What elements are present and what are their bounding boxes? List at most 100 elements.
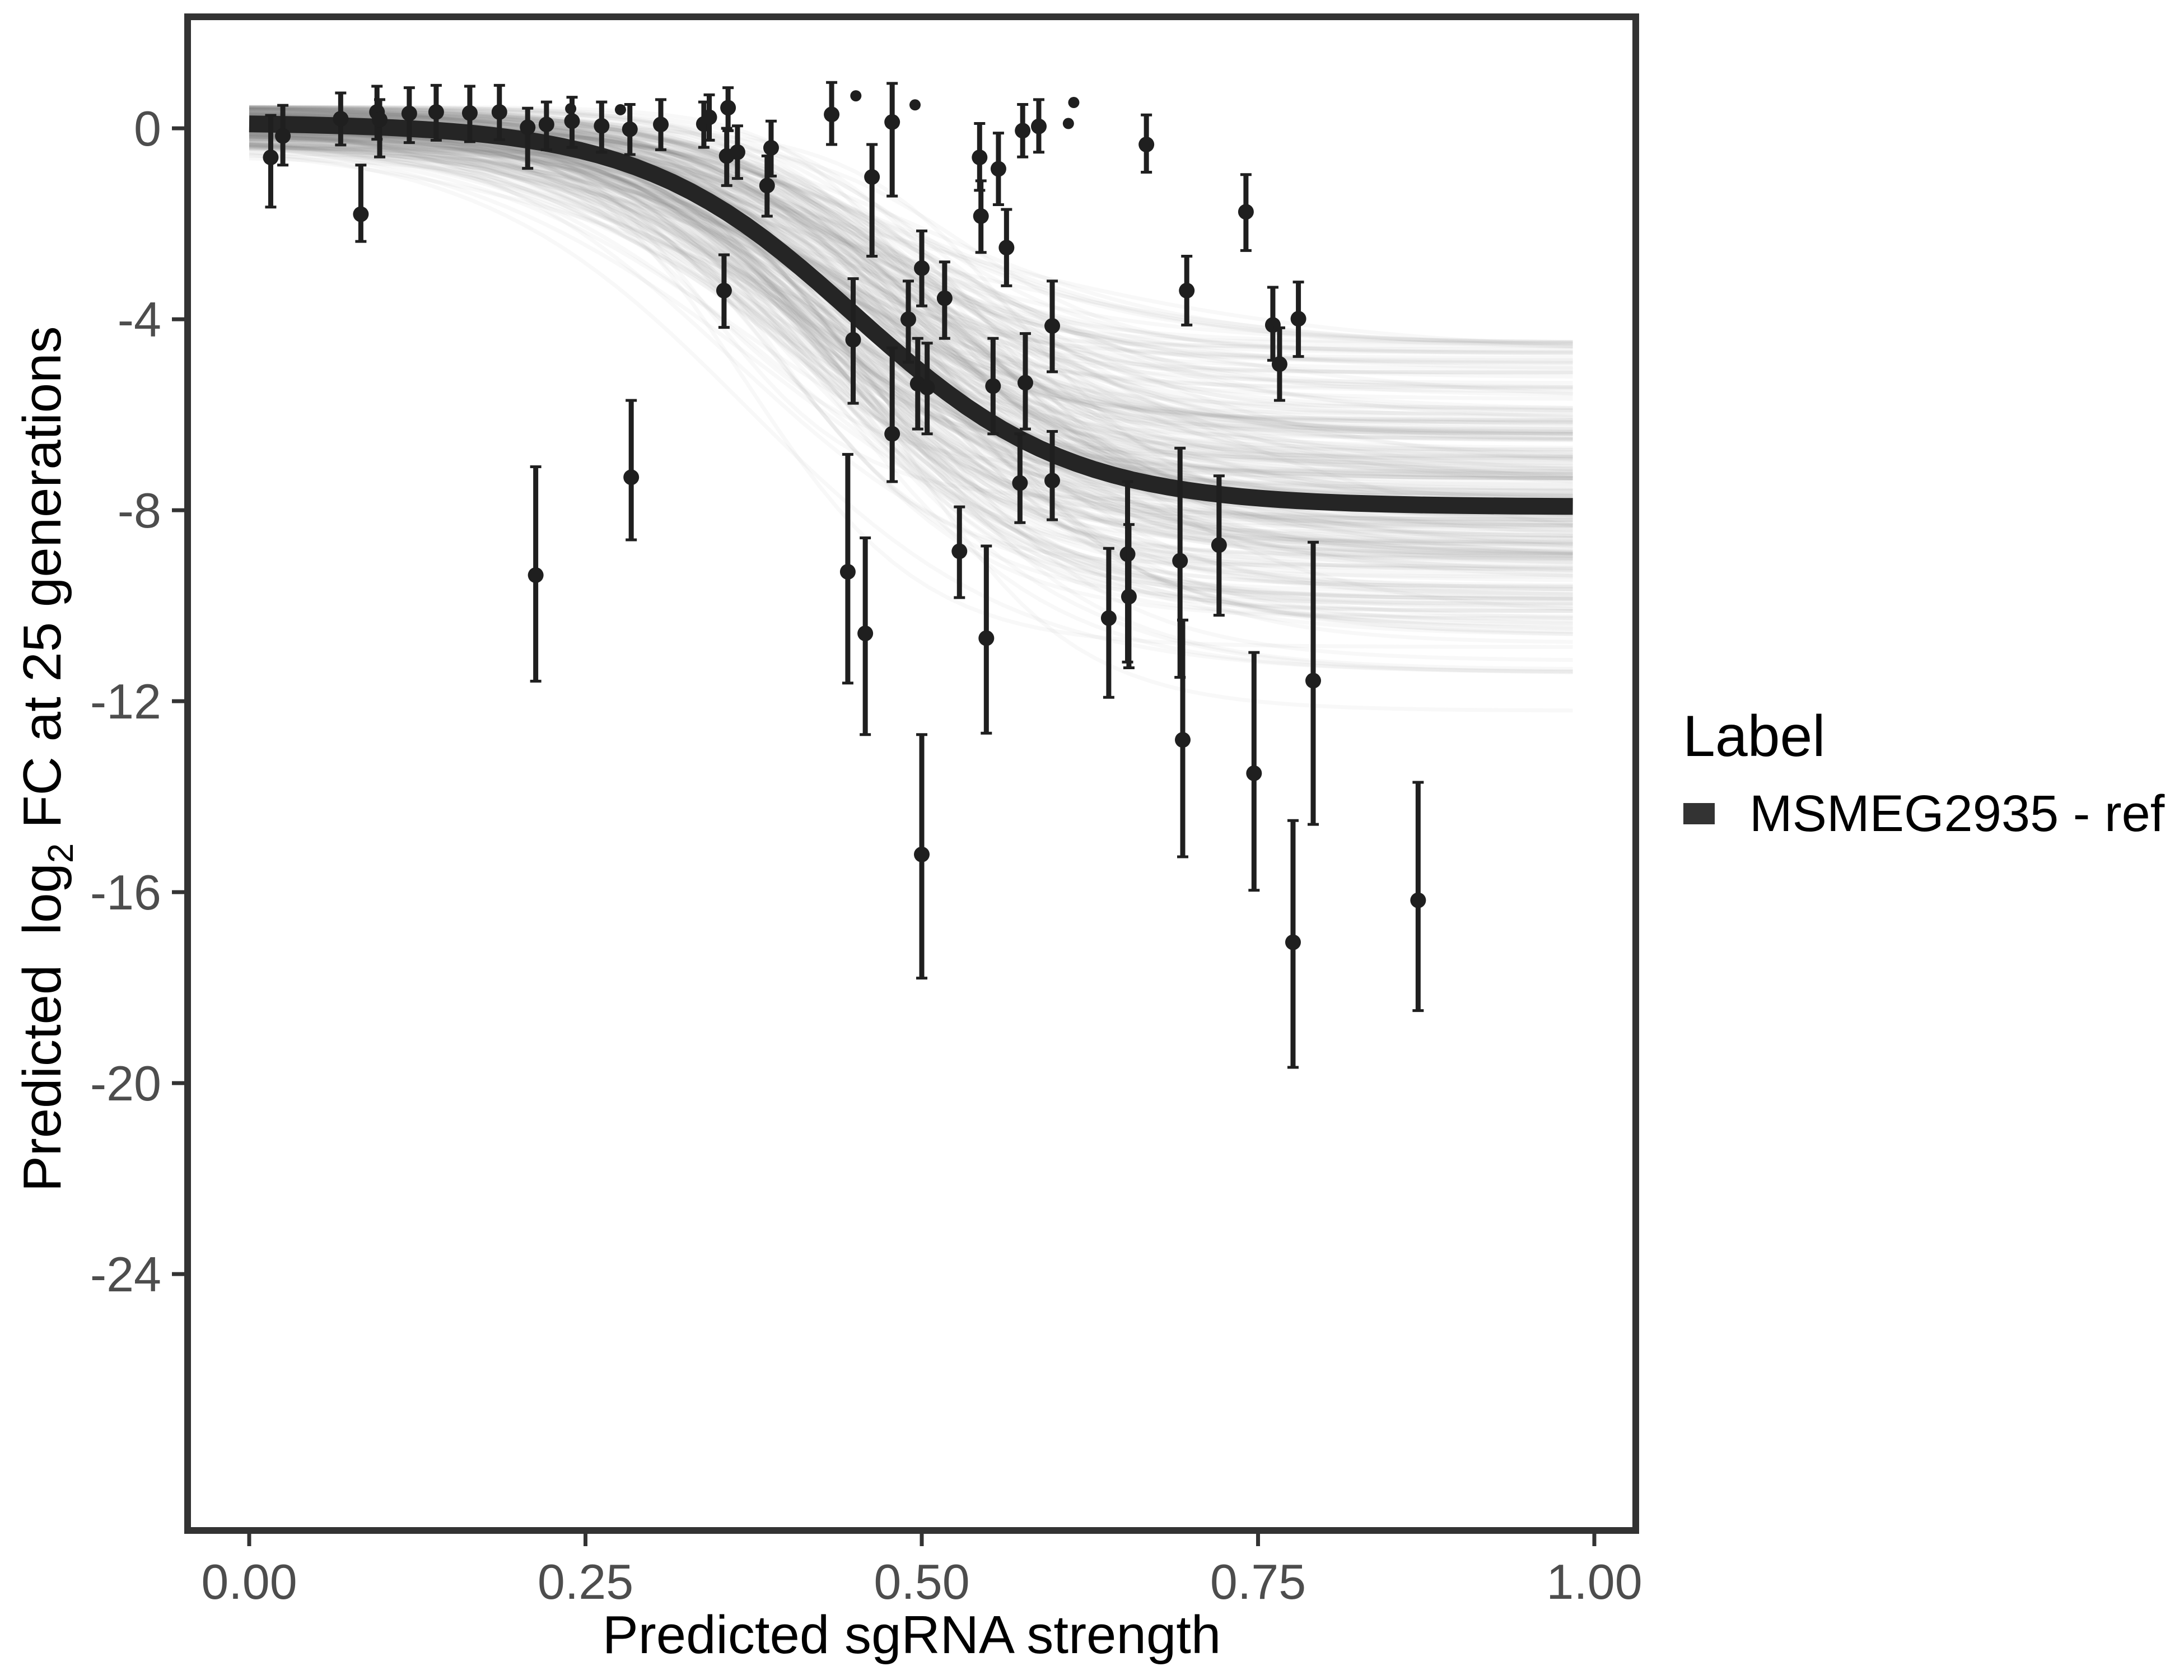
posterior-draws-layer xyxy=(249,105,1574,713)
data-point xyxy=(1012,432,1028,524)
point-dot xyxy=(538,116,554,133)
data-point xyxy=(839,452,856,685)
data-point xyxy=(1044,430,1061,521)
point-dot xyxy=(998,240,1015,256)
point-dot xyxy=(275,128,291,144)
point-dot xyxy=(729,144,745,160)
data-point xyxy=(528,465,544,683)
data-point xyxy=(1264,286,1281,362)
data-point xyxy=(763,119,779,178)
posterior-draw xyxy=(249,119,1573,492)
y-axis: 0 -4 -8 -12 -16 -20 -24 xyxy=(90,101,188,1302)
point-dot xyxy=(401,105,417,122)
point-dot xyxy=(839,564,856,580)
data-point xyxy=(824,81,840,146)
legend-item-label: MSMEG2935 - ref xyxy=(1749,785,2165,842)
posterior-draw xyxy=(249,129,1573,474)
posterior-draw xyxy=(249,138,1573,431)
point-dot xyxy=(701,109,717,125)
posterior-draw xyxy=(249,146,1573,352)
legend: Label MSMEG2935 - ref xyxy=(1683,704,2165,842)
posterior-draw xyxy=(249,135,1573,521)
posterior-draw xyxy=(249,130,1573,571)
point-dot-small xyxy=(565,103,577,115)
data-point xyxy=(622,102,638,156)
posterior-draw xyxy=(249,142,1573,522)
y-tick-label: -16 xyxy=(90,865,161,920)
posterior-draw xyxy=(249,125,1573,605)
point-dot xyxy=(914,260,930,276)
posterior-draw xyxy=(249,143,1573,349)
posterior-draw xyxy=(249,137,1573,410)
data-point xyxy=(845,277,861,405)
point-dot-small xyxy=(1068,97,1080,109)
posterior-draw xyxy=(249,152,1573,518)
posterior-draw xyxy=(249,145,1573,356)
data-point xyxy=(333,91,349,147)
posterior-draw xyxy=(249,134,1573,631)
posterior-draw xyxy=(249,151,1573,487)
posterior-draw xyxy=(249,118,1573,564)
point-dot xyxy=(990,161,1006,177)
point-dot xyxy=(1015,123,1031,139)
legend-swatch xyxy=(1683,803,1715,824)
y-axis-title: Predicted log2 FC at 25 generations xyxy=(12,251,81,1296)
data-point xyxy=(1238,173,1254,252)
data-point xyxy=(428,83,444,142)
posterior-draw xyxy=(249,124,1573,348)
point-dot xyxy=(978,630,995,646)
posterior-draw xyxy=(249,131,1573,481)
point-dot xyxy=(1138,137,1155,153)
y-tick-label: -24 xyxy=(90,1247,161,1302)
posterior-draw xyxy=(249,143,1573,394)
point-dot xyxy=(372,111,388,128)
data-point xyxy=(900,279,916,364)
point-dot xyxy=(491,104,507,120)
posterior-draw xyxy=(249,144,1573,644)
posterior-draw xyxy=(249,119,1573,431)
posterior-draw xyxy=(249,126,1573,472)
point-dot xyxy=(333,111,349,127)
posterior-draw xyxy=(249,129,1573,575)
posterior-draw xyxy=(249,139,1573,578)
posterior-draw xyxy=(249,150,1573,674)
data-point xyxy=(951,505,968,599)
y-axis-title-suffix: FC at 25 generations xyxy=(12,326,72,843)
data-point xyxy=(1211,474,1227,617)
y-tick-label: -20 xyxy=(90,1056,161,1111)
data-point xyxy=(263,114,279,209)
data-point xyxy=(973,179,989,254)
data-point xyxy=(614,104,626,115)
data-point xyxy=(919,342,935,436)
posterior-draw xyxy=(249,135,1573,662)
posterior-draw xyxy=(249,134,1573,601)
point-dot xyxy=(564,113,580,129)
data-point xyxy=(565,103,577,115)
posterior-draw xyxy=(249,147,1573,596)
posterior-draw xyxy=(249,139,1573,478)
point-dot xyxy=(884,426,900,442)
data-point xyxy=(1410,781,1426,1012)
posterior-draw xyxy=(249,134,1573,554)
point-dot xyxy=(919,380,935,396)
posterior-draw xyxy=(249,129,1573,606)
point-dot xyxy=(763,140,779,156)
x-tick-label: 0.25 xyxy=(538,1554,633,1609)
posterior-draw xyxy=(249,123,1573,529)
data-point xyxy=(936,260,953,340)
data-point xyxy=(1179,255,1195,326)
data-point xyxy=(1285,819,1301,1069)
data-point xyxy=(884,82,900,198)
point-dot xyxy=(1172,553,1188,569)
y-tick-label: -12 xyxy=(90,674,161,729)
data-point xyxy=(914,229,930,307)
x-tick-label: 0.50 xyxy=(874,1554,969,1609)
y-tick-label: -4 xyxy=(118,292,161,347)
data-point xyxy=(1068,97,1080,109)
data-point xyxy=(1290,281,1306,358)
posterior-draw xyxy=(249,132,1573,539)
x-axis: 0.00 0.25 0.50 0.75 1.00 xyxy=(201,1530,1642,1609)
data-point xyxy=(1246,651,1262,892)
data-point xyxy=(729,124,745,180)
